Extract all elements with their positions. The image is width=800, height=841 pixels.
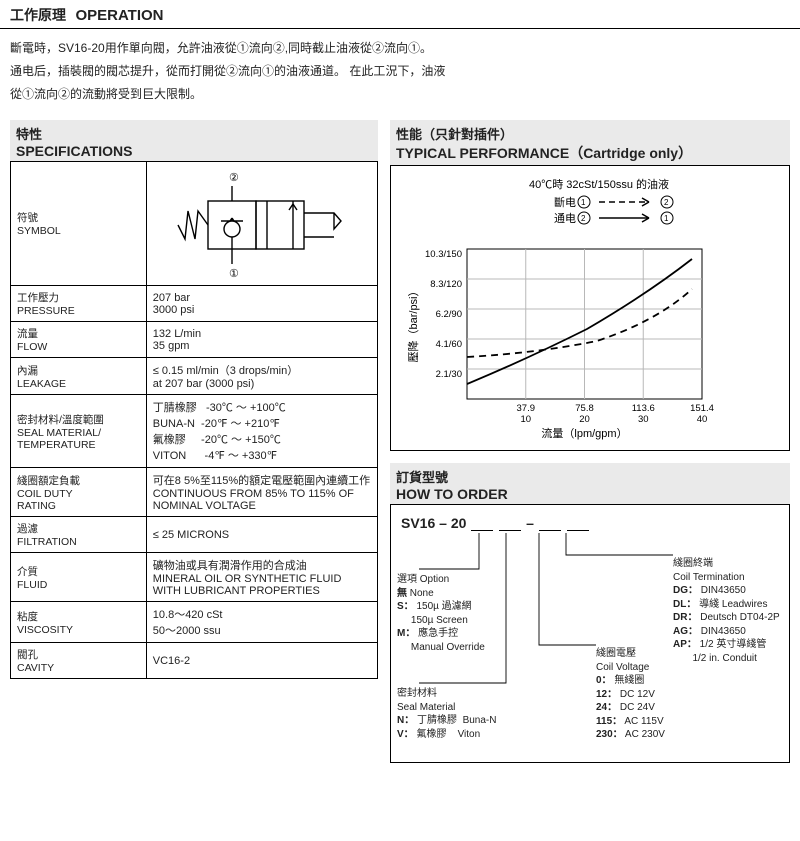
spec-key: 流量FLOW — [11, 322, 147, 358]
spec-key: 符號SYMBOL — [11, 162, 147, 286]
valve-symbol: ②① — [153, 166, 353, 281]
blank-1 — [471, 517, 493, 531]
order-head-cn: 訂貨型號 — [396, 467, 784, 486]
spec-key: 粘度VISCOSITY — [11, 602, 147, 643]
performance-chart: 40℃時 32cSt/150ssu 的油液斷电 1 2 通电 2 1 10.3/150 8.3… — [390, 166, 790, 451]
spec-key: 工作壓力PRESSURE — [11, 286, 147, 322]
svg-text:②: ② — [229, 172, 239, 184]
order-prefix: SV16 – 20 — [401, 515, 466, 531]
op-line: 通电后，插裝閥的閥芯提升，從而打開從②流向①的油液通道。 在此工況下，油液 — [10, 60, 790, 83]
svg-text:30: 30 — [638, 414, 649, 425]
spec-value: 132 L/min35 gpm — [146, 322, 377, 358]
svg-text:37.9: 37.9 — [517, 403, 536, 414]
perf-header: 性能（只針對插件） TYPICAL PERFORMANCE（Cartridge … — [390, 120, 790, 166]
spec-value: 礦物油或具有潤滑作用的合成油MINERAL OIL OR SYNTHETIC F… — [146, 553, 377, 602]
operation-text: 斷電時，SV16-20用作單向閥，允許油液從①流向②,同時截止油液從②流向①。 … — [0, 29, 800, 120]
spec-row: 符號SYMBOL②① — [11, 162, 378, 286]
svg-text:10.3/150: 10.3/150 — [425, 249, 462, 260]
svg-text:20: 20 — [579, 414, 590, 425]
spec-value: ≤ 0.15 ml/min（3 drops/min）at 207 bar (30… — [146, 358, 377, 395]
svg-text:75.8: 75.8 — [575, 403, 594, 414]
spec-row: 過濾FILTRATION≤ 25 MICRONS — [11, 517, 378, 553]
svg-text:40℃時 32cSt/150ssu 的油液: 40℃時 32cSt/150ssu 的油液 — [529, 177, 669, 191]
spec-row: 密封材料/溫度範圍SEAL MATERIAL/TEMPERATURE丁腈橡膠 -… — [11, 395, 378, 468]
blank-3 — [539, 517, 561, 531]
order-box: SV16 – 20 – 選項 Option無 NoneS： 150µ 過濾網 1… — [390, 505, 790, 763]
spec-key: 過濾FILTRATION — [11, 517, 147, 553]
page-header: 工作原理 OPERATION — [0, 0, 800, 29]
spec-key: 介質FLUID — [11, 553, 147, 602]
svg-text:斷电: 斷电 — [554, 196, 576, 209]
spec-value: ≤ 25 MICRONS — [146, 517, 377, 553]
spec-row: 介質FLUID礦物油或具有潤滑作用的合成油MINERAL OIL OR SYNT… — [11, 553, 378, 602]
blank-2 — [499, 517, 521, 531]
svg-text:壓降（bar/psi）: 壓降（bar/psi） — [406, 286, 420, 363]
svg-text:流量（lpm/gpm）: 流量（lpm/gpm） — [541, 426, 627, 440]
svg-text:通电: 通电 — [554, 212, 576, 225]
header-cn: 工作原理 — [10, 7, 66, 23]
spec-value: 可在8 5%至115%的額定電壓範圍內連續工作CONTINUOUS FROM 8… — [146, 468, 377, 517]
blank-4 — [567, 517, 589, 531]
svg-text:40: 40 — [697, 414, 708, 425]
svg-text:10: 10 — [520, 414, 531, 425]
op-line: 從①流向②的流動將受到巨大限制。 — [10, 83, 790, 106]
order-head-en: HOW TO ORDER — [396, 486, 784, 502]
spec-value: 10.8～420 cSt50～2000 ssu — [146, 602, 377, 643]
svg-text:2: 2 — [581, 214, 586, 223]
spec-row: 內漏LEAKAGE≤ 0.15 ml/min（3 drops/min）at 20… — [11, 358, 378, 395]
spec-row: 綫圈額定負載COIL DUTYRATING可在8 5%至115%的額定電壓範圍內… — [11, 468, 378, 517]
spec-key: 綫圈額定負載COIL DUTYRATING — [11, 468, 147, 517]
spec-value: 丁腈橡膠 -30℃ ～ +100℃BUNA-N -20℉ ～ +210℉氟橡膠 … — [146, 395, 377, 468]
spec-value: VC16-2 — [146, 643, 377, 679]
spec-key: 閥孔CAVITY — [11, 643, 147, 679]
header-en: OPERATION — [75, 7, 163, 24]
perf-head-en: TYPICAL PERFORMANCE（Cartridge only） — [396, 143, 784, 163]
svg-text:①: ① — [229, 268, 239, 280]
spec-row: 閥孔CAVITYVC16-2 — [11, 643, 378, 679]
svg-text:151.4: 151.4 — [690, 403, 714, 414]
svg-text:113.6: 113.6 — [632, 403, 655, 414]
term-block: 綫圈終端Coil TerminationDG： DIN43650DL： 導綫 L… — [673, 557, 788, 665]
specs-header: 特性 SPECIFICATIONS — [10, 120, 378, 162]
spec-value: 207 bar3000 psi — [146, 286, 377, 322]
op-line: 斷電時，SV16-20用作單向閥，允許油液從①流向②,同時截止油液從②流向①。 — [10, 37, 790, 60]
seal-block: 密封材料Seal MaterialN： 丁腈橡膠 Buna-NV： 氟橡膠 Vi… — [397, 687, 552, 741]
perf-head-cn: 性能（只針對插件） — [396, 124, 784, 143]
options-block: 選項 Option無 NoneS： 150µ 過濾網 150µ ScreenM：… — [397, 573, 532, 654]
specs-head-en: SPECIFICATIONS — [16, 143, 372, 159]
spec-row: 流量FLOW132 L/min35 gpm — [11, 322, 378, 358]
svg-text:4.1/60: 4.1/60 — [436, 339, 462, 350]
order-header: 訂貨型號 HOW TO ORDER — [390, 463, 790, 505]
svg-text:2.1/30: 2.1/30 — [436, 369, 462, 380]
spec-row: 粘度VISCOSITY10.8～420 cSt50～2000 ssu — [11, 602, 378, 643]
order-code: SV16 – 20 – — [401, 515, 783, 531]
svg-text:6.2/90: 6.2/90 — [436, 309, 462, 320]
specs-head-cn: 特性 — [16, 124, 372, 143]
spec-row: 工作壓力PRESSURE207 bar3000 psi — [11, 286, 378, 322]
svg-text:1: 1 — [664, 214, 669, 223]
spec-key: 密封材料/溫度範圍SEAL MATERIAL/TEMPERATURE — [11, 395, 147, 468]
svg-text:8.3/120: 8.3/120 — [430, 279, 462, 290]
svg-text:1: 1 — [581, 198, 586, 207]
specs-table: 符號SYMBOL②①工作壓力PRESSURE207 bar3000 psi流量F… — [10, 162, 378, 679]
svg-text:2: 2 — [664, 198, 669, 207]
spec-value: ②① — [146, 162, 377, 286]
spec-key: 內漏LEAKAGE — [11, 358, 147, 395]
